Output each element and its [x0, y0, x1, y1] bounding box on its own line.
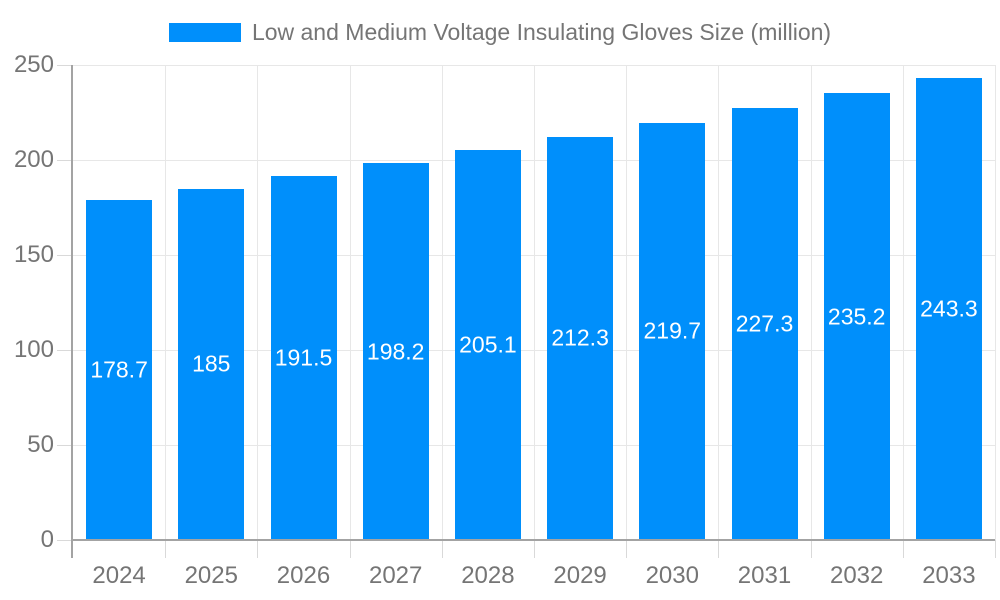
- x-gridline: [902, 65, 904, 540]
- x-gridline: [718, 65, 720, 540]
- y-axis-tick-label: 250: [13, 51, 54, 78]
- x-axis-tick-label: 2032: [829, 562, 884, 589]
- bar-2026[interactable]: [270, 176, 337, 540]
- bar-value-label: 185: [192, 350, 231, 377]
- x-tick-mark: [810, 540, 812, 558]
- bar-2031[interactable]: [731, 108, 798, 540]
- x-axis-line: [71, 539, 995, 541]
- y-axis-tick-label: 100: [13, 336, 54, 363]
- bar-value-label: 212.3: [551, 324, 609, 351]
- x-tick-mark: [718, 540, 720, 558]
- legend-swatch-icon: [168, 23, 241, 43]
- x-gridline: [995, 65, 996, 540]
- bar-value-label: 219.7: [643, 317, 702, 344]
- x-gridline: [441, 65, 443, 540]
- x-gridline: [257, 65, 259, 540]
- x-axis-tick-label: 2025: [184, 562, 238, 589]
- x-tick-mark: [995, 540, 996, 558]
- bar-2025[interactable]: [178, 188, 245, 540]
- x-gridline: [626, 65, 628, 540]
- x-tick-mark: [257, 540, 259, 558]
- x-axis-tick-label: 2029: [553, 562, 607, 589]
- x-axis-tick-label: 2024: [92, 562, 146, 589]
- x-axis-tick-label: 2033: [922, 562, 976, 589]
- x-tick-mark: [902, 540, 904, 558]
- y-tick-mark: [57, 350, 73, 351]
- x-axis-tick-label: 2028: [461, 562, 515, 589]
- bar-value-label: 227.3: [735, 310, 794, 337]
- bar-value-label: 235.2: [827, 303, 886, 330]
- bar-2030[interactable]: [639, 122, 706, 540]
- bar-2027[interactable]: [362, 163, 429, 540]
- bar-value-label: 191.5: [274, 344, 333, 371]
- x-axis-tick-label: 2026: [276, 562, 331, 589]
- x-tick-mark: [626, 540, 628, 558]
- x-tick-mark: [349, 540, 351, 558]
- y-tick-mark: [57, 160, 73, 161]
- x-gridline: [534, 65, 535, 540]
- x-axis-tick-label: 2030: [645, 562, 699, 589]
- bar-2029[interactable]: [547, 136, 614, 540]
- x-gridline: [349, 65, 351, 540]
- y-tick-mark: [57, 540, 73, 541]
- bar-2032[interactable]: [823, 93, 890, 540]
- bar-value-label: 243.3: [920, 295, 978, 322]
- bar-value-label: 198.2: [366, 338, 425, 365]
- x-axis-tick-label: 2031: [737, 562, 792, 589]
- bar-2033[interactable]: [915, 77, 982, 540]
- legend-label: Low and Medium Voltage Insulating Gloves…: [251, 19, 832, 45]
- y-axis-tick-label: 200: [13, 146, 54, 173]
- plot-area: 0 50 100 150 200 250 178.7 2024 185 2025 191.5 2026…: [14, 53, 996, 588]
- x-tick-mark: [165, 540, 167, 558]
- y-tick-mark: [57, 255, 73, 256]
- y-axis-tick-label: 150: [13, 241, 54, 268]
- bar-value-label: 178.7: [90, 356, 148, 383]
- x-axis-tick-label: 2027: [368, 562, 423, 589]
- bar-2028[interactable]: [454, 150, 521, 540]
- bar-value-label: 205.1: [459, 331, 517, 358]
- x-gridline: [810, 65, 812, 540]
- y-axis-tick-label: 50: [27, 431, 54, 458]
- legend-item[interactable]: Low and Medium Voltage Insulating Gloves…: [168, 19, 832, 45]
- y-axis-line: [71, 65, 73, 558]
- x-tick-mark: [441, 540, 443, 558]
- legend: Low and Medium Voltage Insulating Gloves…: [0, 19, 1000, 45]
- y-axis-tick-label: 0: [40, 526, 54, 553]
- x-gridline: [165, 65, 167, 540]
- y-tick-mark: [57, 445, 73, 446]
- bar-2024[interactable]: [86, 200, 153, 540]
- y-tick-mark: [57, 65, 73, 66]
- x-tick-mark: [534, 540, 535, 558]
